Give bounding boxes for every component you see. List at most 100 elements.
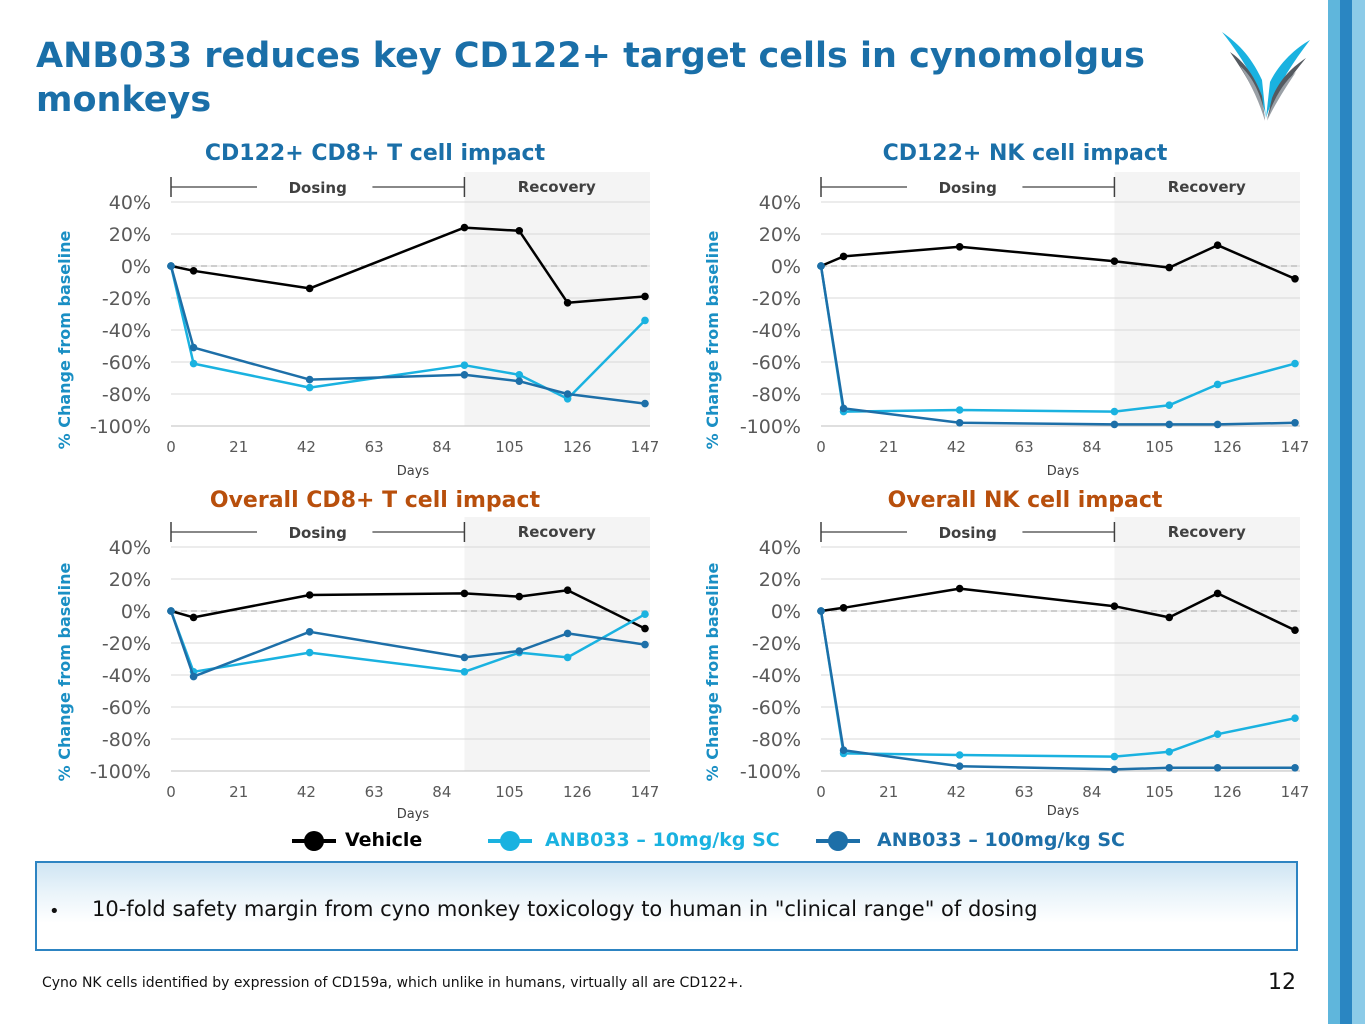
- data-point: [460, 223, 469, 232]
- slide-title: ANB033 reduces key CD122+ target cells i…: [36, 36, 1145, 120]
- data-point: [1165, 748, 1174, 756]
- data-point: [839, 746, 848, 754]
- data-point: [955, 419, 964, 427]
- x-tick-label: 0: [816, 783, 826, 801]
- x-axis-label: Days: [397, 464, 430, 479]
- y-tick-label: 40%: [109, 192, 151, 214]
- x-tick-label: 126: [563, 783, 592, 801]
- x-axis-label: Days: [397, 807, 430, 822]
- y-tick-label: -100%: [740, 761, 801, 783]
- y-tick-label: -20%: [102, 288, 151, 310]
- y-tick-label: -80%: [752, 384, 801, 406]
- y-tick-label: -100%: [90, 416, 151, 438]
- x-tick-label: 42: [297, 438, 316, 456]
- recovery-shade: [1114, 517, 1300, 771]
- data-point: [817, 262, 825, 270]
- x-tick-label: 147: [631, 438, 660, 456]
- x-tick-label: 105: [1145, 438, 1174, 456]
- data-point: [305, 383, 314, 392]
- x-tick-label: 84: [432, 783, 451, 801]
- data-point: [1291, 714, 1299, 722]
- y-tick-label: -20%: [752, 288, 801, 310]
- data-point: [641, 640, 649, 649]
- x-tick-label: 21: [229, 783, 248, 801]
- data-point: [1110, 420, 1119, 429]
- side-stripe-light: [1328, 0, 1340, 1024]
- x-tick-label: 63: [365, 783, 384, 801]
- legend-marker-vehicle-icon: [292, 831, 336, 851]
- data-point: [460, 653, 469, 662]
- x-tick-label: 42: [297, 783, 316, 801]
- x-tick-label: 147: [1281, 783, 1310, 801]
- dosing-label: Dosing: [939, 524, 997, 542]
- recovery-shade: [1114, 172, 1300, 426]
- x-tick-label: 0: [816, 438, 826, 456]
- legend-marker-100mg-icon: [816, 831, 860, 851]
- data-point: [305, 375, 314, 384]
- x-tick-label: 63: [1015, 438, 1034, 456]
- data-point: [955, 762, 964, 770]
- y-tick-label: 40%: [109, 537, 151, 559]
- data-point: [1165, 764, 1174, 772]
- data-point: [189, 613, 198, 622]
- y-tick-label: 0%: [771, 601, 801, 623]
- y-tick-label: 20%: [109, 569, 151, 591]
- chart-title: Overall CD8+ T cell impact: [210, 488, 541, 513]
- x-tick-label: 147: [631, 783, 660, 801]
- y-tick-label: -40%: [102, 665, 151, 687]
- x-tick-label: 42: [947, 438, 966, 456]
- y-tick-label: -60%: [102, 697, 151, 719]
- x-tick-label: 63: [1015, 783, 1034, 801]
- bullet-icon: •: [49, 901, 60, 922]
- data-point: [1110, 752, 1119, 761]
- recovery-label: Recovery: [518, 523, 596, 541]
- data-point: [515, 371, 524, 379]
- legend-label-10mg: ANB033 – 10mg/kg SC: [545, 829, 780, 851]
- y-tick-label: 20%: [759, 569, 801, 591]
- footnote: Cyno NK cells identified by expression o…: [42, 975, 744, 991]
- y-tick-label: 20%: [109, 224, 151, 246]
- chart-title: CD122+ CD8+ T cell impact: [205, 141, 546, 166]
- y-tick-label: 0%: [121, 601, 151, 623]
- recovery-label: Recovery: [518, 178, 596, 196]
- x-tick-label: 84: [432, 438, 451, 456]
- data-point: [839, 604, 848, 612]
- data-point: [189, 267, 198, 275]
- data-point: [1165, 401, 1174, 410]
- x-axis-label: Days: [1047, 804, 1080, 819]
- data-point: [515, 592, 524, 601]
- y-axis-label: % Change from baseline: [703, 562, 722, 781]
- data-point: [1165, 613, 1174, 622]
- y-tick-label: -40%: [752, 320, 801, 342]
- data-point: [641, 624, 649, 633]
- page-number: 12: [1268, 970, 1296, 995]
- legend-marker-10mg-icon: [488, 831, 532, 851]
- y-tick-label: 0%: [121, 256, 151, 278]
- data-point: [1110, 257, 1119, 266]
- data-point: [563, 299, 572, 307]
- y-tick-label: -100%: [90, 761, 151, 783]
- data-point: [1291, 275, 1299, 283]
- data-point: [1213, 241, 1222, 249]
- data-point: [839, 252, 848, 261]
- y-tick-label: -80%: [102, 384, 151, 406]
- recovery-label: Recovery: [1168, 523, 1246, 541]
- x-tick-label: 63: [365, 438, 384, 456]
- y-tick-label: 40%: [759, 192, 801, 214]
- legend-label-100mg: ANB033 – 100mg/kg SC: [877, 829, 1125, 851]
- y-tick-label: -60%: [752, 352, 801, 374]
- dosing-label: Dosing: [939, 179, 997, 197]
- side-stripe-dark: [1340, 0, 1352, 1024]
- recovery-label: Recovery: [1168, 178, 1246, 196]
- y-tick-label: -60%: [102, 352, 151, 374]
- x-tick-label: 21: [879, 438, 898, 456]
- data-point: [515, 377, 524, 386]
- data-point: [955, 751, 964, 759]
- data-point: [563, 586, 572, 594]
- y-axis-label: % Change from baseline: [55, 562, 74, 781]
- data-point: [1291, 764, 1299, 772]
- data-point: [641, 399, 649, 408]
